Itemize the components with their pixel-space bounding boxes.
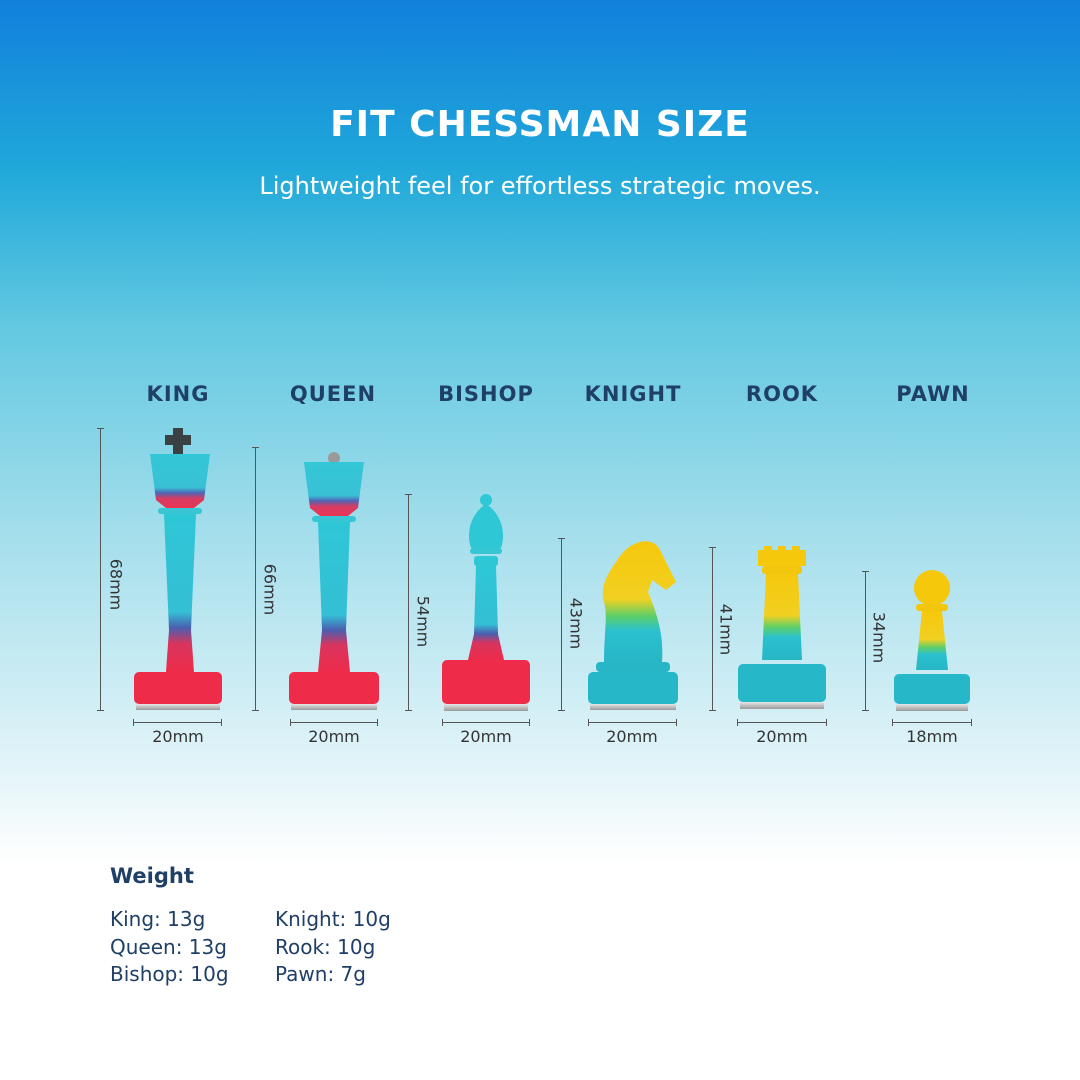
weight-item-rook: Rook: 10g [275, 934, 376, 959]
height-line-pawn [862, 571, 869, 711]
weight-item-pawn: Pawn: 7g [275, 962, 366, 986]
weight-item-knight: Knight: 10g [275, 907, 391, 931]
width-line-king [133, 719, 222, 726]
height-line-rook [709, 547, 716, 711]
weight-column-2: Knight: 10g Rook: 10g Pawn: 7g [275, 906, 391, 989]
weight-item-bishop: Bishop: 10g [110, 962, 229, 986]
knight-piece-icon [588, 541, 678, 710]
width-label-queen: 20mm [308, 727, 360, 746]
weight-column-1: King: 13g Queen: 13g Bishop: 10g [110, 906, 229, 989]
width-label-king: 20mm [152, 727, 204, 746]
label-bishop: BISHOP [438, 382, 534, 406]
width-label-knight: 20mm [606, 727, 658, 746]
label-king: KING [146, 382, 210, 406]
king-piece-icon [134, 428, 222, 710]
height-line-bishop [405, 494, 412, 711]
width-line-pawn [892, 719, 972, 726]
label-rook: ROOK [745, 382, 819, 406]
height-line-king [97, 428, 104, 711]
width-label-bishop: 20mm [460, 727, 512, 746]
weight-item-queen: Queen: 13g [110, 934, 227, 959]
rook-piece-icon [738, 546, 826, 709]
width-line-bishop [442, 719, 530, 726]
pawn-piece-icon [894, 570, 970, 711]
page-title: FIT CHESSMAN SIZE [330, 104, 750, 145]
label-queen: QUEEN [289, 382, 377, 406]
weight-title: Weight [110, 864, 194, 888]
page-subtitle: Lightweight feel for effortless strategi… [259, 172, 821, 200]
height-line-queen [252, 447, 259, 711]
width-line-knight [588, 719, 677, 726]
width-label-pawn: 18mm [906, 727, 958, 746]
width-line-queen [290, 719, 378, 726]
width-line-rook [737, 719, 827, 726]
label-knight: KNIGHT [584, 382, 682, 406]
height-line-knight [558, 538, 565, 711]
weight-item-king: King: 13g [110, 907, 206, 931]
width-label-rook: 20mm [756, 727, 808, 746]
bishop-piece-icon [442, 494, 530, 711]
queen-piece-icon [289, 452, 379, 710]
label-pawn: PAWN [896, 382, 970, 406]
